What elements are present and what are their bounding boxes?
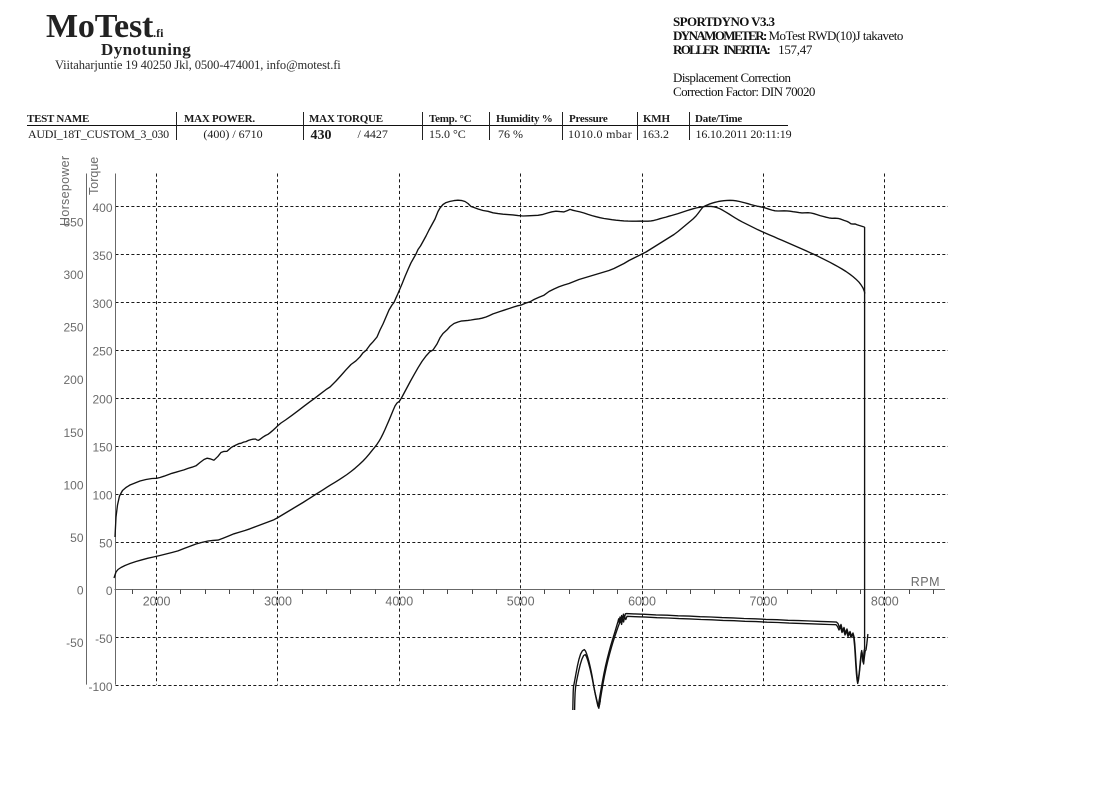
svg-text:0: 0 (77, 584, 84, 598)
svg-text:400: 400 (92, 201, 112, 215)
svg-text:200: 200 (92, 393, 112, 407)
svg-text:2000: 2000 (143, 595, 171, 609)
svg-text:350: 350 (63, 216, 83, 230)
svg-text:250: 250 (63, 321, 83, 335)
svg-text:4000: 4000 (385, 595, 413, 609)
svg-text:-50: -50 (95, 632, 113, 646)
svg-text:6000: 6000 (628, 595, 656, 609)
svg-text:50: 50 (99, 536, 113, 550)
svg-text:5000: 5000 (507, 595, 535, 609)
svg-text:8000: 8000 (871, 595, 899, 609)
svg-text:Torque: Torque (87, 157, 101, 195)
svg-text:0: 0 (106, 584, 113, 598)
svg-text:300: 300 (63, 268, 83, 282)
svg-text:150: 150 (92, 441, 112, 455)
svg-text:350: 350 (92, 249, 112, 263)
svg-text:50: 50 (70, 531, 84, 545)
svg-text:Horsepower: Horsepower (58, 156, 72, 226)
svg-text:-100: -100 (88, 680, 112, 694)
svg-text:3000: 3000 (264, 595, 292, 609)
svg-text:-50: -50 (66, 636, 84, 650)
svg-text:300: 300 (92, 297, 112, 311)
svg-text:200: 200 (63, 373, 83, 387)
svg-text:RPM: RPM (911, 575, 940, 589)
svg-text:250: 250 (92, 345, 112, 359)
svg-text:7000: 7000 (749, 595, 777, 609)
svg-text:100: 100 (92, 488, 112, 502)
svg-text:150: 150 (63, 426, 83, 440)
svg-text:100: 100 (63, 478, 83, 492)
